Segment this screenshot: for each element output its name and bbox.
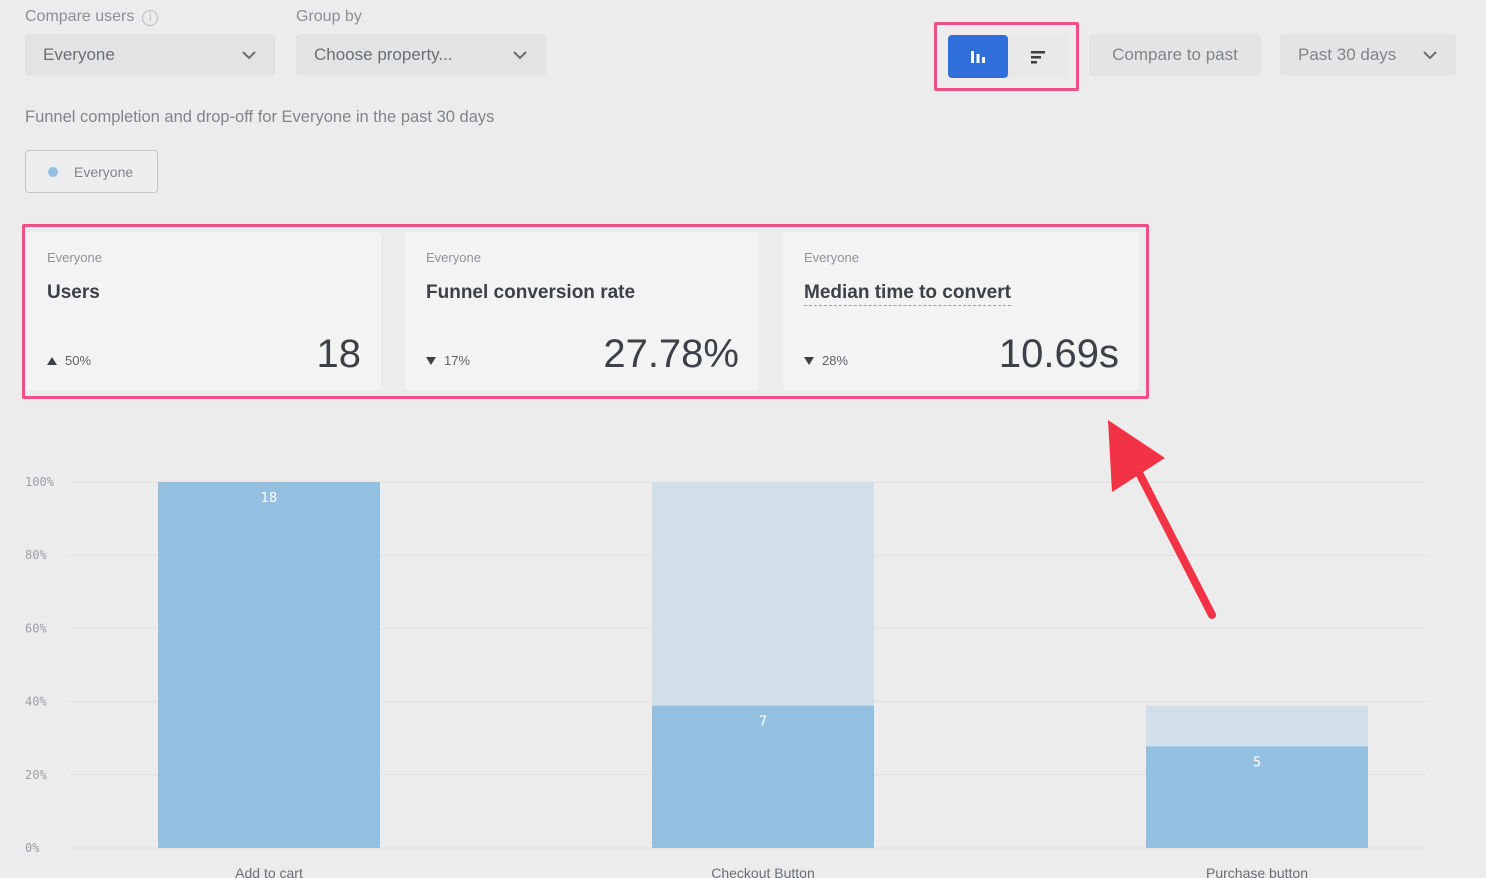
dropoff-bar (1146, 705, 1368, 747)
card-value: 18 (316, 332, 362, 376)
y-tick-label: 100% (25, 475, 55, 489)
metric-card-users: Everyone Users 50% 18 (26, 232, 381, 390)
annotation-arrow (1108, 420, 1216, 619)
horizontal-bars-button[interactable] (1008, 35, 1068, 78)
horizontal-bars-icon (1031, 50, 1045, 63)
x-category-label: Purchase button (1206, 865, 1308, 878)
segment-color-dot (48, 166, 58, 177)
segment-chip-label: Everyone (74, 163, 134, 180)
chevron-down-icon (1423, 51, 1437, 60)
compare-to-past-button[interactable]: Compare to past (1089, 34, 1261, 76)
dropoff-bar (652, 482, 874, 706)
card-segment: Everyone (47, 250, 102, 265)
card-segment: Everyone (804, 250, 859, 265)
compare-users-label: Compare users i (25, 8, 159, 26)
arrow-down-icon (426, 356, 436, 365)
x-category-label: Checkout Button (711, 865, 815, 878)
date-range-value: Past 30 days (1298, 45, 1397, 64)
card-delta: 28% (804, 353, 848, 368)
bar-data-label: 7 (759, 715, 767, 730)
metric-cards-highlight (22, 224, 1149, 399)
arrow-down-icon (804, 356, 814, 365)
card-title: Users (47, 282, 100, 303)
card-segment: Everyone (426, 250, 481, 265)
card-title: Funnel conversion rate (426, 282, 636, 303)
group-by-select[interactable]: Choose property... (296, 34, 546, 76)
segment-chip[interactable]: Everyone (25, 150, 158, 193)
group-by-value: Choose property... (314, 45, 453, 64)
card-title[interactable]: Median time to convert (804, 282, 1011, 306)
metric-card-conversion: Everyone Funnel conversion rate 17% 27.7… (405, 232, 759, 390)
summary-text: Funnel completion and drop-off for Every… (25, 108, 495, 126)
chevron-down-icon (242, 51, 256, 60)
conversion-bar (1146, 746, 1368, 848)
y-tick-label: 0% (25, 841, 40, 855)
vertical-bars-icon (971, 50, 985, 63)
arrow-up-icon (47, 356, 57, 365)
view-toggle-highlight (934, 22, 1079, 91)
bar-data-label: 18 (261, 491, 278, 506)
chevron-down-icon (513, 51, 527, 60)
metric-card-median-time: Everyone Median time to convert 28% 10.6… (783, 232, 1139, 390)
view-toggle (948, 35, 1068, 78)
date-range-select[interactable]: Past 30 days (1280, 34, 1456, 76)
card-value: 27.78% (603, 332, 739, 376)
bar-data-label: 5 (1253, 755, 1261, 770)
x-category-label: Add to cart (235, 865, 303, 878)
group-by-label: Group by (296, 8, 362, 25)
funnel-chart: 0% 20% 40% 60% 80% 100% 18 Add to cart 7 Checkout… (25, 475, 1426, 878)
vertical-bars-button[interactable] (948, 35, 1008, 78)
y-tick-label: 40% (25, 695, 47, 709)
card-value: 10.69s (998, 332, 1119, 376)
conversion-bar (158, 482, 380, 848)
y-tick-label: 60% (25, 621, 47, 635)
info-icon[interactable]: i (142, 10, 159, 26)
y-tick-label: 80% (25, 548, 47, 562)
card-delta: 50% (47, 353, 91, 368)
compare-users-select[interactable]: Everyone (25, 34, 275, 76)
y-tick-label: 20% (25, 768, 47, 782)
compare-users-value: Everyone (43, 45, 115, 64)
card-delta: 17% (426, 353, 470, 368)
conversion-bar (652, 705, 874, 848)
